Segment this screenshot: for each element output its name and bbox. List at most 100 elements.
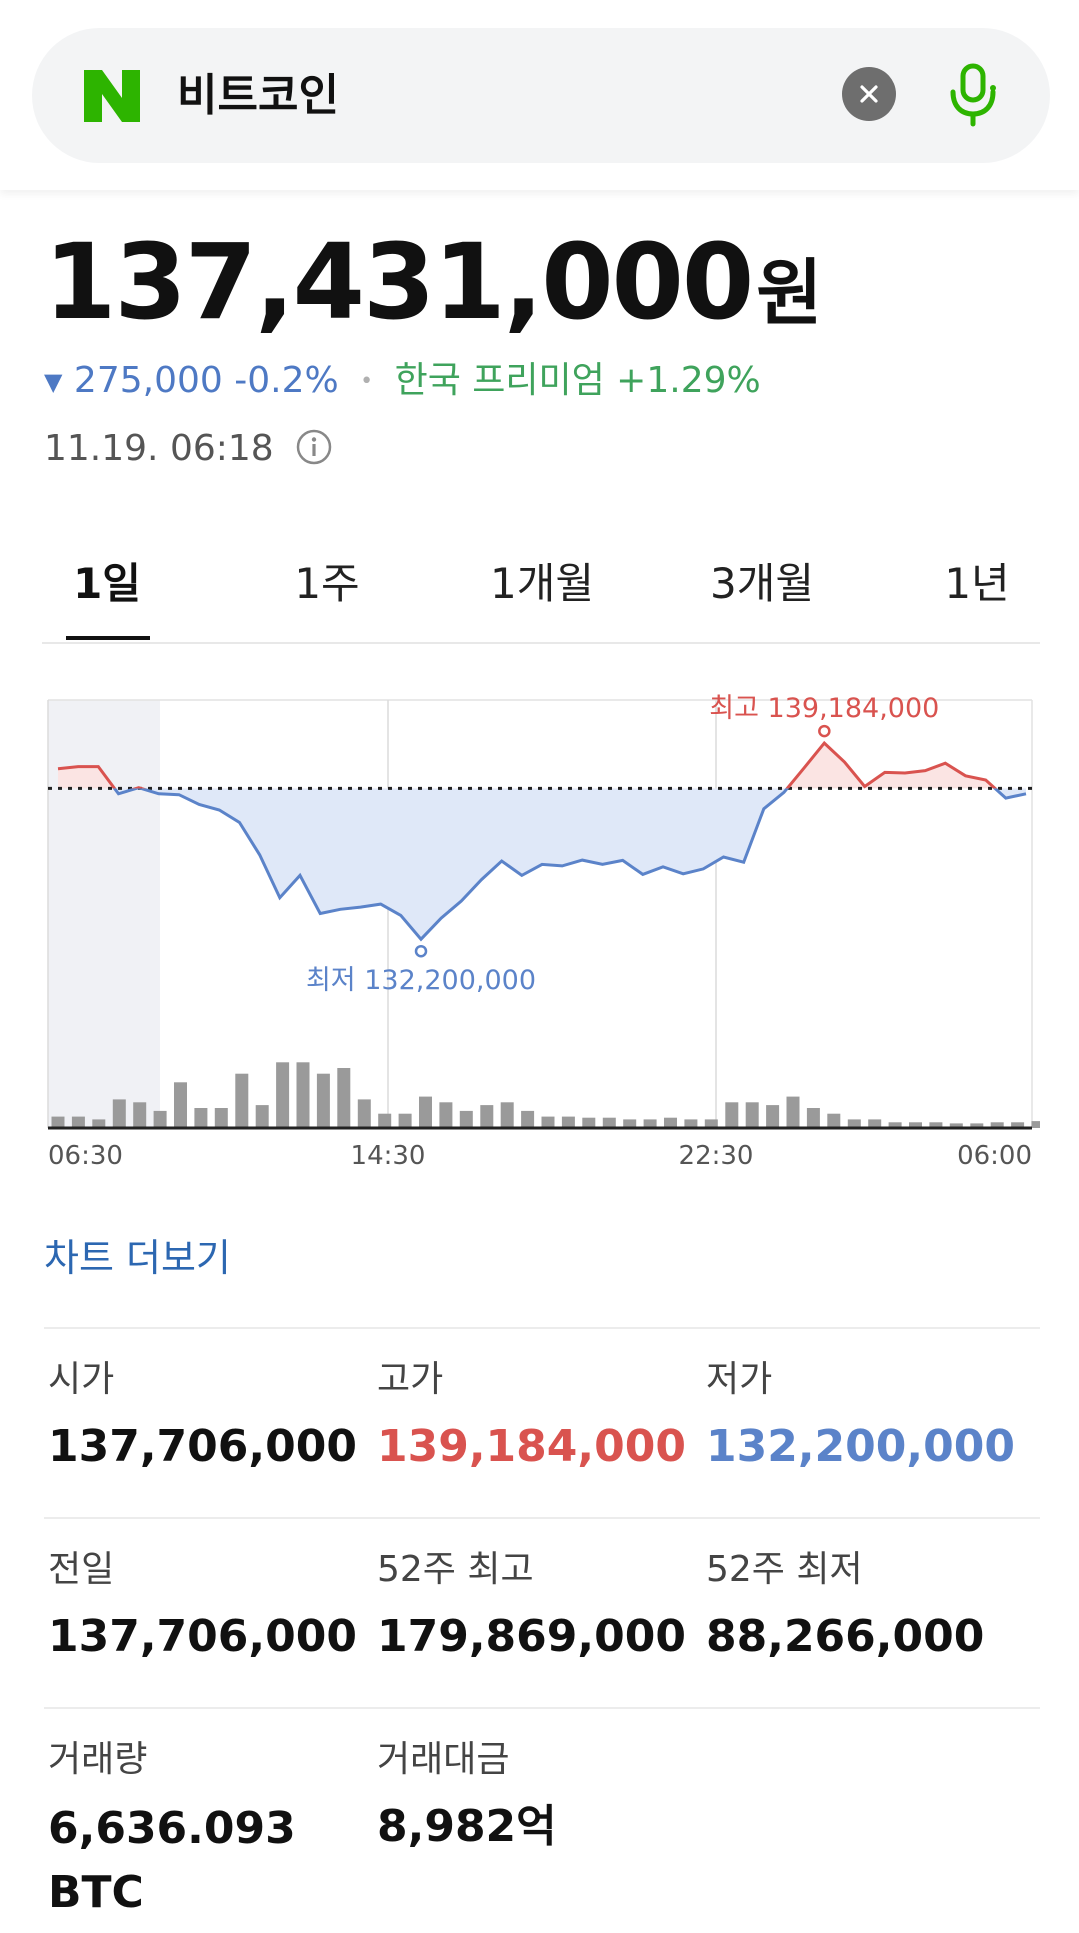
chart-volume-bar [500,1102,514,1128]
chart-area-below [114,788,1026,940]
tab-1-year[interactable]: 1년 [944,559,1010,608]
stat-value: 179,869,000 [377,1611,686,1662]
chart-more-link[interactable]: 차트 더보기 [44,1236,231,1280]
chart-x-tick-label: 06:30 [48,1141,123,1170]
tab-1-month[interactable]: 1개월 [489,559,594,608]
stat-label: 시가 [48,1359,115,1400]
korea-premium[interactable]: 한국 프리미엄 +1.29% [394,360,761,401]
tab-1-day[interactable]: 1일 [73,559,141,608]
stat-52w-low: 52주 최저 88,266,000 [706,1545,1026,1667]
search-bar[interactable]: 비트코인 [32,28,1050,163]
stat-value: 6,636.093 BTC [48,1803,296,1918]
price-value: 137,431,000 [44,221,754,343]
down-arrow-icon: ▼ [44,368,63,396]
timestamp-row: 11.19. 06:18 [44,424,333,474]
price-change: 275,000 -0.2% [73,360,339,401]
chart-volume-bar [480,1105,494,1128]
current-price: 137,431,000원 [44,221,823,353]
chart-volume-bar [521,1110,535,1128]
stat-value: 88,266,000 [706,1611,985,1662]
timestamp: 11.19. 06:18 [44,428,274,469]
chart-volume-bar [582,1117,596,1128]
chart-volume-bar [909,1122,922,1128]
search-header: 비트코인 [0,0,1079,190]
stats-row: 시가 137,706,000 고가 139,184,000 저가 132,200… [44,1329,1040,1519]
chart-volume-bar [296,1062,310,1128]
chart-volume-bar [1031,1121,1040,1128]
chart-x-tick-label: 22:30 [679,1141,754,1170]
chart-volume-bar [459,1110,473,1128]
microphone-icon[interactable] [937,58,1009,130]
price-chart[interactable]: 최고 139,184,000 최저 132,200,000 06:30 14:30 22… [40,690,1040,1170]
chart-volume-bar [766,1105,780,1128]
active-tab-indicator [66,636,150,640]
stat-prev: 전일 137,706,000 [48,1545,368,1667]
clear-icon[interactable] [842,67,896,121]
tab-3-months[interactable]: 3개월 [709,559,814,608]
chart-x-tick-label: 14:30 [351,1141,426,1170]
chart-volume-bar [378,1113,392,1128]
chart-high-marker [818,724,831,738]
search-query[interactable]: 비트코인 [177,70,339,121]
chart-volume-bar [786,1096,800,1128]
price-change-row: ▼ 275,000 -0.2% • 한국 프리미엄 +1.29% [44,356,761,407]
stat-label: 전일 [48,1549,115,1590]
price-unit: 원 [756,251,822,335]
chart-volume-bar [602,1117,616,1128]
stat-label: 52주 최고 [377,1549,534,1590]
chart-volume-bar [684,1119,698,1128]
chart-volume-bar [745,1102,759,1128]
chart-volume-bar [929,1122,943,1128]
chart-volume-bar [704,1119,718,1128]
chart-volume-bar [235,1073,249,1128]
info-icon[interactable] [295,428,333,466]
chart-volume-bar [419,1096,432,1128]
chart-volume-bar [990,1122,1004,1128]
stat-label: 고가 [377,1359,444,1400]
chart-volume-bar [847,1119,861,1128]
stat-high: 고가 139,184,000 [377,1355,697,1477]
chart-area-above [58,743,1026,789]
stat-label: 저가 [706,1359,773,1400]
stat-amount: 거래대금 8,982억 [377,1735,697,1857]
stat-value: 8,982억 [377,1801,557,1852]
chart-volume-bar [92,1119,106,1128]
period-tabs: 1일 1주 1개월 3개월 1년 [42,548,1040,644]
chart-volume-bar [643,1119,657,1128]
tab-1-week[interactable]: 1주 [294,559,360,608]
chart-volume-bar [561,1116,575,1128]
chart-volume-bar [133,1102,147,1128]
stat-value: 139,184,000 [377,1421,686,1472]
chart-volume-bar [276,1062,290,1128]
stats-table: 시가 137,706,000 고가 139,184,000 저가 132,200… [44,1327,1040,1933]
chart-volume-bar [868,1119,882,1128]
chart-low-marker [414,944,428,958]
chart-volume-bar [112,1099,126,1128]
chart-shaded-band [48,700,160,1128]
stat-label: 거래량 [48,1739,148,1780]
chart-volume-bar [194,1108,208,1128]
chart-volume-bar [153,1110,167,1128]
stat-value: 137,706,000 [48,1421,357,1472]
naver-logo-icon[interactable] [82,68,142,124]
stat-value: 132,200,000 [706,1421,1015,1472]
stats-row: 전일 137,706,000 52주 최고 179,869,000 52주 최저… [44,1519,1040,1709]
chart-volume-bar [541,1116,555,1128]
chart-low-label: 최저 132,200,000 [306,965,536,996]
chart-volume-bar [337,1068,351,1128]
chart-volume-bar [664,1117,677,1128]
stat-open: 시가 137,706,000 [48,1355,368,1477]
stat-52w-high: 52주 최고 179,869,000 [377,1545,697,1667]
chart-volume-bar [1011,1122,1025,1128]
chart-series-line-below [112,788,1027,942]
chart-x-tick-label: 06:00 [957,1141,1032,1170]
chart-volume-bar [255,1105,269,1128]
chart-volume-bar [357,1099,371,1128]
chart-volume-bar [888,1122,902,1128]
stat-value: 137,706,000 [48,1611,357,1662]
chart-volume-bar [316,1073,330,1128]
chart-volume-bar [51,1116,65,1128]
chart-volume-bar [71,1116,85,1128]
chart-high-label: 최고 139,184,000 [709,693,939,724]
chart-volume-bar [725,1102,739,1128]
